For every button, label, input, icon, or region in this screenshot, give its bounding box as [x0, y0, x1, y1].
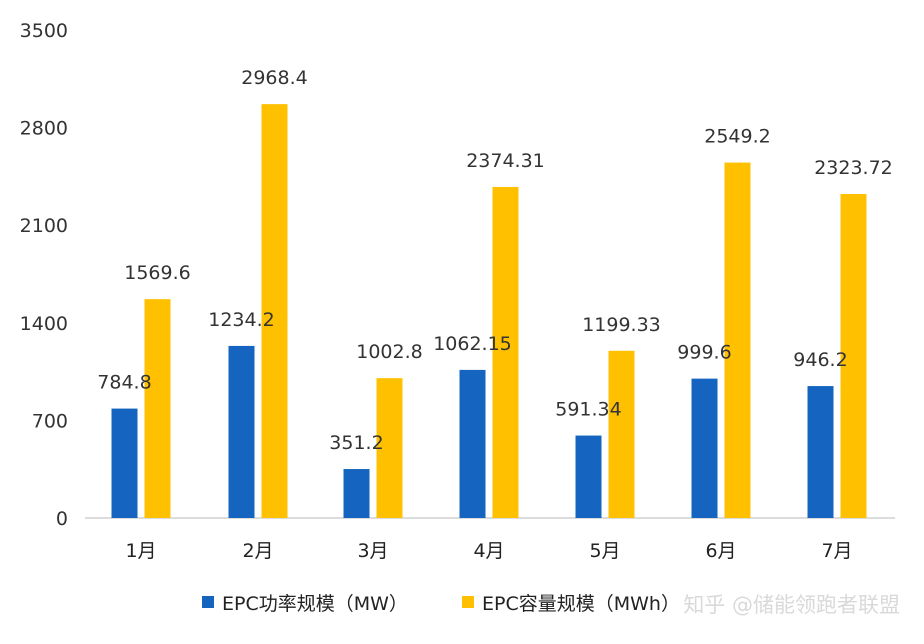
bar-capacity — [261, 104, 288, 518]
bar-capacity — [492, 186, 519, 518]
x-axis: 1月 2月 3月 4月 5月 6月 7月 — [125, 540, 852, 562]
bars-group — [111, 104, 867, 519]
bar-capacity — [724, 162, 751, 519]
data-label-capacity: 1569.6 — [124, 262, 190, 284]
bar-power — [691, 378, 718, 518]
x-tick-label: 5月 — [589, 540, 620, 562]
data-label-power: 591.34 — [555, 399, 621, 421]
bar-power — [459, 369, 486, 518]
data-label-capacity: 2374.31 — [466, 150, 545, 172]
bar-power — [575, 435, 602, 518]
x-tick-label: 4月 — [473, 540, 504, 562]
x-tick-label: 3月 — [357, 540, 388, 562]
x-tick-label: 2月 — [242, 540, 273, 562]
y-axis: 0 700 1400 2100 2800 3500 — [20, 20, 68, 530]
bar-power — [343, 469, 370, 518]
y-tick-label: 3500 — [20, 20, 68, 42]
bar-capacity — [840, 194, 867, 519]
y-tick-label: 1400 — [20, 313, 68, 335]
legend-swatch-capacity — [462, 596, 474, 608]
bar-capacity — [376, 378, 403, 518]
data-label-capacity: 1002.8 — [356, 341, 422, 363]
data-label-capacity: 2323.72 — [814, 157, 893, 179]
bar-power — [807, 386, 834, 518]
x-tick-label: 6月 — [705, 540, 736, 562]
legend-label-power: EPC功率规模（MW） — [222, 593, 408, 615]
data-label-capacity: 2549.2 — [704, 126, 770, 148]
y-tick-label: 700 — [32, 410, 68, 432]
watermark: 知乎 @储能领跑者联盟 — [683, 593, 900, 617]
bar-capacity — [144, 299, 171, 518]
legend-label-capacity: EPC容量规模（MWh） — [482, 593, 680, 615]
data-label-power: 351.2 — [329, 432, 383, 454]
y-tick-label: 0 — [56, 508, 68, 530]
data-label-power: 784.8 — [97, 372, 151, 394]
data-label-power: 1062.15 — [433, 333, 512, 355]
legend: EPC功率规模（MW） EPC容量规模（MWh） — [202, 593, 680, 615]
x-tick-label: 1月 — [125, 540, 156, 562]
y-tick-label: 2100 — [20, 215, 68, 237]
data-label-capacity: 1199.33 — [582, 314, 661, 336]
data-label-capacity: 2968.4 — [241, 67, 307, 89]
data-label-power: 999.6 — [677, 342, 731, 364]
bar-capacity — [608, 350, 635, 518]
bar-power — [228, 345, 255, 518]
y-tick-label: 2800 — [20, 118, 68, 140]
data-label-power: 1234.2 — [208, 309, 274, 331]
data-label-power: 946.2 — [793, 349, 847, 371]
x-tick-label: 7月 — [821, 540, 852, 562]
bar-power — [111, 408, 138, 518]
data-labels-group: 784.8 1234.2 351.2 1062.15 591.34 999.6 946.2 1… — [97, 67, 892, 454]
legend-swatch-power — [202, 596, 214, 608]
